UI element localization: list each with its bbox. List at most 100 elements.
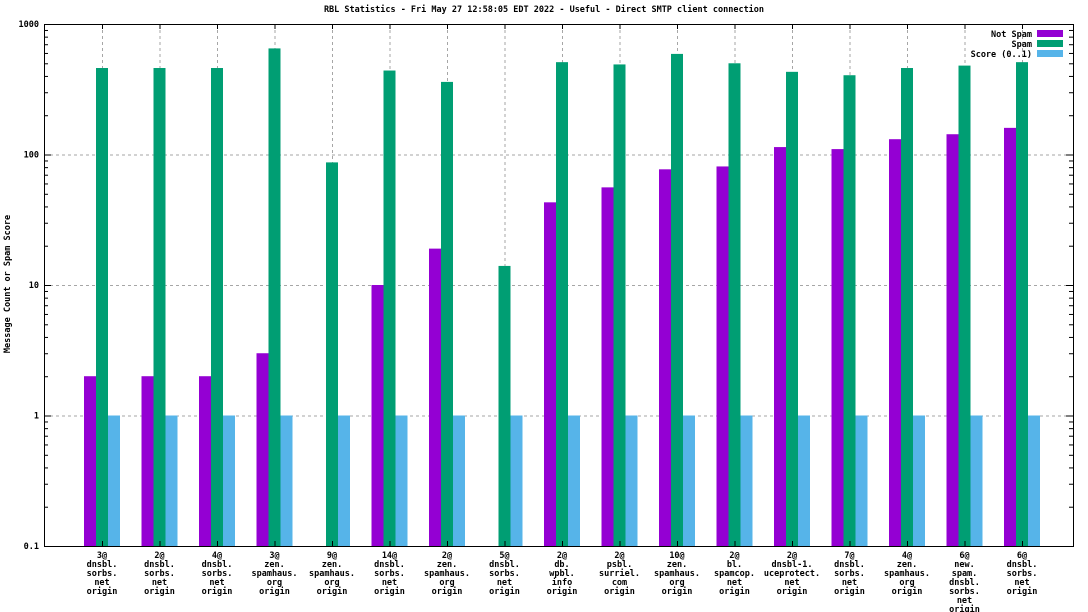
x-category-label: 14@	[382, 551, 397, 561]
bar-score-0-1-	[970, 415, 983, 546]
x-category-label: net	[1014, 578, 1029, 588]
bar-score-0-1-	[625, 415, 638, 546]
bar-not-spam	[889, 139, 901, 546]
x-category-label: org	[324, 578, 339, 588]
bar-spam	[613, 64, 626, 546]
x-category-label: org	[669, 578, 684, 588]
x-category-label: origin	[489, 586, 520, 597]
x-category-label: origin	[662, 586, 693, 597]
bar-spam	[958, 65, 971, 546]
bar-spam	[843, 75, 856, 547]
bar-score-0-1-	[1028, 415, 1040, 546]
bar-not-spam	[256, 353, 269, 546]
bar-score-0-1-	[453, 415, 465, 546]
x-category-label: net	[784, 578, 799, 588]
x-category-label: new.	[954, 560, 974, 570]
bar-not-spam	[716, 166, 729, 547]
x-category-label: net	[727, 578, 742, 588]
x-category-label: db.	[554, 560, 569, 570]
x-category-label: spamhaus.	[884, 569, 930, 579]
y-tick-label: 1000	[19, 20, 39, 30]
x-category-label: sorbs.	[834, 569, 865, 579]
x-category-label: origin	[834, 586, 865, 597]
y-tick-label: 100	[24, 151, 39, 161]
chart-title: RBL Statistics - Fri May 27 12:58:05 EDT…	[323, 5, 765, 15]
x-category-label: sorbs.	[949, 587, 980, 597]
bar-spam	[901, 68, 913, 546]
x-category-label: 4@	[902, 551, 912, 561]
x-category-label: 6@	[1017, 551, 1027, 561]
x-category-label: net	[152, 578, 167, 588]
legend-swatch	[1037, 50, 1063, 57]
bar-spam	[498, 265, 511, 546]
bar-spam	[786, 71, 798, 546]
x-category-label: spamhaus.	[309, 569, 355, 579]
x-category-label: dnsbl.	[374, 560, 405, 570]
bar-spam	[326, 162, 338, 546]
bar-spam	[383, 70, 396, 547]
x-category-label: spam.	[952, 569, 978, 579]
x-category-label: origin	[432, 586, 463, 597]
bar-spam	[441, 81, 453, 546]
x-category-label: origin	[202, 586, 233, 597]
x-category-label: 9@	[327, 551, 337, 561]
x-category-label: 3@	[97, 551, 107, 561]
legend-label: Spam	[1012, 40, 1032, 50]
x-category-label: origin	[144, 586, 175, 597]
x-category-label: origin	[1007, 586, 1038, 597]
bar-score-0-1-	[683, 415, 695, 546]
bar-score-0-1-	[280, 415, 293, 546]
bar-not-spam	[774, 147, 786, 546]
x-category-label: 2@	[729, 551, 739, 561]
x-category-label: net	[957, 596, 972, 606]
bar-score-0-1-	[855, 415, 868, 546]
x-category-label: org	[439, 578, 454, 588]
bar-not-spam	[659, 169, 671, 546]
legend-swatch	[1037, 40, 1063, 47]
x-category-label: spamcop.	[714, 569, 755, 579]
bar-not-spam	[946, 134, 959, 547]
bar-spam	[153, 68, 166, 546]
x-category-label: dnsbl.	[1007, 560, 1038, 570]
x-category-label: dnsbl.	[87, 560, 118, 570]
x-category-label: net	[209, 578, 224, 588]
x-category-label: sorbs.	[144, 569, 175, 579]
x-category-label: 2@	[557, 551, 567, 561]
bar-spam	[96, 68, 108, 546]
x-category-label: 5@	[499, 551, 509, 561]
x-category-label: zen.	[264, 560, 284, 570]
x-category-label: 7@	[844, 551, 854, 561]
bar-not-spam	[831, 149, 844, 546]
x-category-label: net	[94, 578, 109, 588]
bar-score-0-1-	[223, 415, 235, 546]
x-category-label: origin	[259, 586, 290, 597]
x-category-label: sorbs.	[1007, 569, 1038, 579]
x-category-label: origin	[719, 586, 750, 597]
x-category-label: origin	[374, 586, 405, 597]
x-category-label: 2@	[787, 551, 797, 561]
x-category-label: dnsbl-1.	[772, 560, 813, 570]
x-category-label: sorbs.	[489, 569, 520, 579]
bar-spam	[671, 53, 683, 547]
y-tick-label: 1	[34, 412, 39, 422]
bar-score-0-1-	[568, 415, 580, 546]
x-category-label: origin	[892, 586, 923, 597]
x-category-label: spamhaus.	[424, 569, 470, 579]
bar-score-0-1-	[913, 415, 925, 546]
bar-spam	[556, 62, 568, 547]
bar-spam	[728, 63, 741, 546]
legend-label: Score (0..1)	[971, 50, 1032, 60]
x-category-label: 4@	[212, 551, 222, 561]
x-category-label: org	[267, 578, 282, 588]
bar-spam	[268, 48, 281, 547]
x-category-label: origin	[317, 586, 348, 597]
bar-not-spam	[141, 376, 154, 546]
x-category-label: zen.	[667, 560, 687, 570]
x-category-label: surriel.	[599, 568, 640, 579]
x-category-label: 3@	[269, 551, 279, 561]
bar-score-0-1-	[108, 415, 120, 546]
x-category-label: spamhaus.	[654, 569, 700, 579]
x-category-label: dnsbl.	[144, 560, 175, 570]
x-category-label: bl.	[727, 560, 742, 570]
